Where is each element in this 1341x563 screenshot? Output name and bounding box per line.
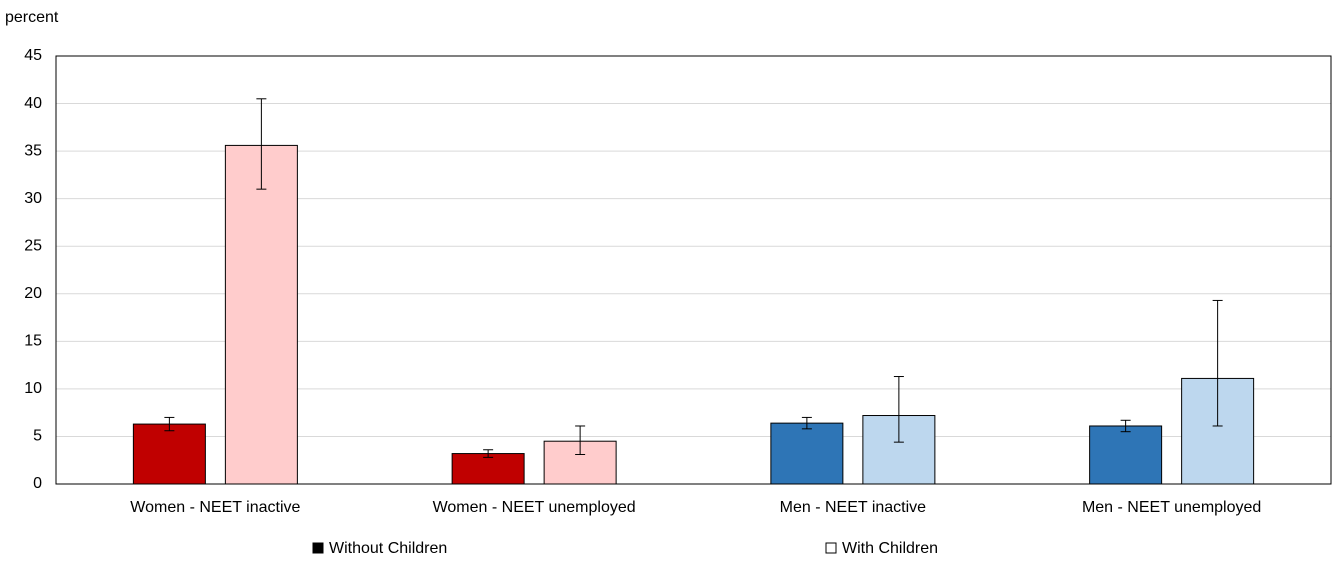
- bar: [770, 422, 844, 485]
- x-tick-label: Women - NEET unemployed: [433, 499, 636, 516]
- x-tick-label: Men - NEET inactive: [780, 499, 927, 516]
- y-tick-label: 35: [24, 142, 42, 159]
- y-axis-label: percent: [5, 9, 59, 26]
- y-tick-label: 20: [24, 285, 42, 302]
- legend-swatch: [825, 542, 837, 554]
- bar: [1089, 425, 1163, 485]
- y-tick-label: 45: [24, 47, 42, 64]
- y-tick-label: 0: [33, 475, 42, 492]
- bar: [224, 144, 298, 485]
- legend-swatch: [312, 542, 324, 554]
- y-tick-label: 5: [33, 428, 42, 445]
- x-tick-label: Women - NEET inactive: [130, 499, 300, 516]
- y-tick-label: 40: [24, 95, 42, 112]
- y-tick-label: 25: [24, 237, 42, 254]
- legend-label: Without Children: [329, 540, 447, 557]
- x-tick-label: Men - NEET unemployed: [1082, 499, 1261, 516]
- legend-label: With Children: [842, 540, 938, 557]
- bar: [451, 453, 525, 485]
- bar: [132, 423, 206, 485]
- y-tick-label: 15: [24, 333, 42, 350]
- y-tick-label: 10: [24, 380, 42, 397]
- y-tick-label: 30: [24, 190, 42, 207]
- plot-frame: [55, 55, 1332, 485]
